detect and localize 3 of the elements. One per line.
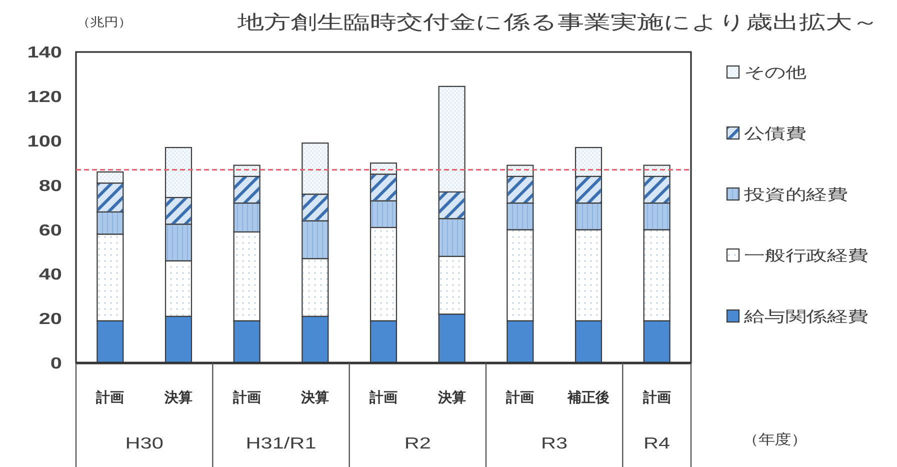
title: 地方創生臨時交付金に係る事業実施により歳出拡大～ xyxy=(238,11,878,33)
x-axis-title: （年度） xyxy=(742,432,808,448)
y-axis-title: （兆円） xyxy=(76,15,132,29)
